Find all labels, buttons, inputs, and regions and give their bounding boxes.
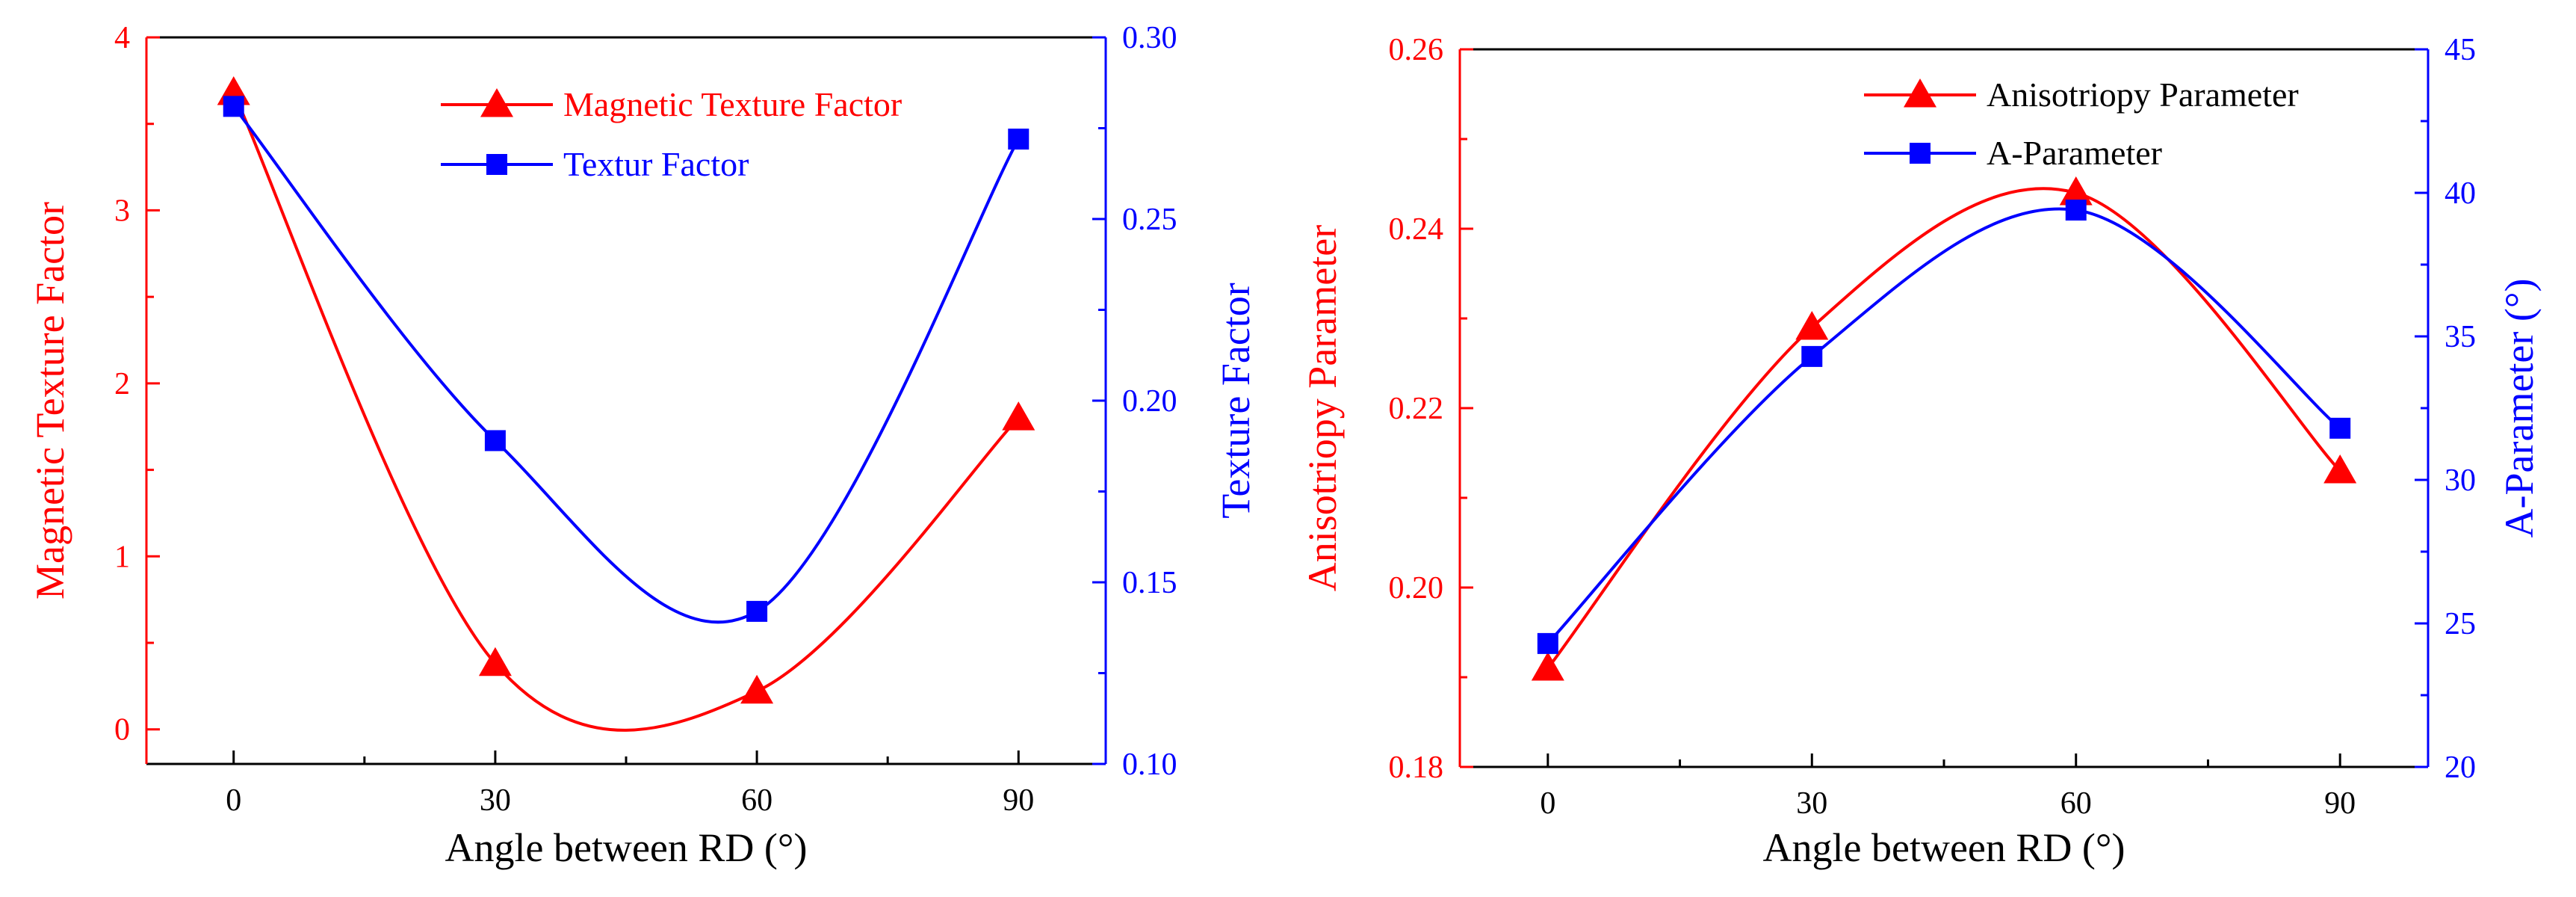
data-point-triangle [2323, 454, 2357, 484]
right-y-tick-label: 35 [2445, 320, 2476, 354]
left-y-tick-label: 0 [114, 713, 130, 748]
data-point-square [223, 96, 244, 117]
x-tick-label: 0 [226, 783, 241, 818]
right-y-tick-label: 40 [2445, 176, 2476, 211]
right-y-tick-label: 0.30 [1122, 21, 1177, 55]
chart-texture-factor: 0 30 60 90 0 1 2 3 4 0.10 0.15 0.20 0.25 0.30 Angle be… [28, 21, 1258, 870]
chart-anisotropy-parameter: 0 30 60 90 0.18 0.20 0.22 0.24 0.26 20 25 30 35 40 45 A… [1300, 33, 2542, 870]
left-y-axis-title: Anisotriopy Parameter [1300, 225, 1345, 591]
data-point-square [2329, 417, 2351, 439]
left-y-axis-title: Magnetic Texture Factor [28, 202, 72, 599]
x-tick-label: 90 [1003, 783, 1034, 818]
legend-marker-triangle [1904, 78, 1936, 108]
data-point-square [746, 600, 768, 622]
x-axis-title: Angle between RD (°) [445, 825, 808, 870]
series-line [1546, 187, 2341, 670]
left-y-tick-label: 0.26 [1389, 33, 1444, 67]
x-axis-title: Angle between RD (°) [1763, 825, 2125, 870]
legend-label: Textur Factor [563, 145, 749, 183]
right-y-tick-label: 20 [2445, 750, 2476, 785]
left-y-tick-label: 1 [114, 540, 130, 574]
data-point-square [484, 430, 506, 451]
data-point-triangle [2059, 176, 2093, 206]
left-y-tick-label: 4 [114, 21, 130, 55]
right-y-tick-label: 25 [2445, 607, 2476, 641]
right-y-tick-label: 0.20 [1122, 384, 1177, 419]
left-y-tick-label: 0.20 [1389, 571, 1444, 605]
data-point-triangle [478, 647, 512, 676]
left-y-tick-label: 3 [114, 194, 130, 228]
data-point-square [2065, 200, 2087, 221]
series-line [232, 92, 1020, 732]
x-tick-label: 0 [1540, 786, 1555, 821]
left-y-tick-label: 0.22 [1389, 392, 1444, 426]
data-point-square [1537, 632, 1558, 654]
legend-label: Anisotriopy Parameter [1987, 75, 2299, 114]
right-y-tick-label: 0.15 [1122, 566, 1177, 600]
right-y-tick-label: 0.25 [1122, 203, 1177, 237]
legend-marker-square [486, 154, 507, 175]
x-tick-label: 30 [1796, 786, 1827, 821]
data-point-triangle [1531, 652, 1564, 681]
right-y-axis-title: Texture Factor [1213, 283, 1258, 519]
legend-label: Magnetic Texture Factor [563, 85, 902, 123]
series-square [223, 96, 1030, 624]
data-point-triangle [740, 674, 774, 704]
left-y-tick-label: 0.18 [1389, 750, 1444, 785]
series-square [1537, 200, 2351, 654]
data-point-square [1801, 345, 1823, 367]
x-tick-label: 60 [2061, 786, 2092, 821]
x-tick-label: 90 [2324, 786, 2356, 821]
series-line [232, 105, 1021, 624]
left-y-tick-label: 2 [114, 367, 130, 401]
legend-marker-square [1910, 143, 1931, 164]
data-point-square [1008, 129, 1030, 150]
axes: 0 30 60 90 0 1 2 3 4 0.10 0.15 0.20 0.25 0.30 [114, 21, 1177, 818]
legend-label: A-Parameter [1987, 134, 2162, 172]
series-line [1546, 207, 2341, 645]
data-point-triangle [1002, 401, 1035, 431]
right-y-tick-label: 45 [2445, 33, 2476, 67]
x-tick-label: 30 [480, 783, 511, 818]
left-y-tick-label: 0.24 [1389, 212, 1444, 247]
x-tick-label: 60 [741, 783, 773, 818]
right-y-tick-label: 0.10 [1122, 748, 1177, 782]
legend-marker-triangle [480, 88, 513, 117]
right-y-axis-title: A-Parameter (°) [2497, 279, 2542, 538]
data-point-triangle [1795, 311, 1829, 340]
right-y-tick-label: 30 [2445, 463, 2476, 498]
axes: 0 30 60 90 0.18 0.20 0.22 0.24 0.26 20 25 30 35 40 45 [1389, 33, 2477, 821]
